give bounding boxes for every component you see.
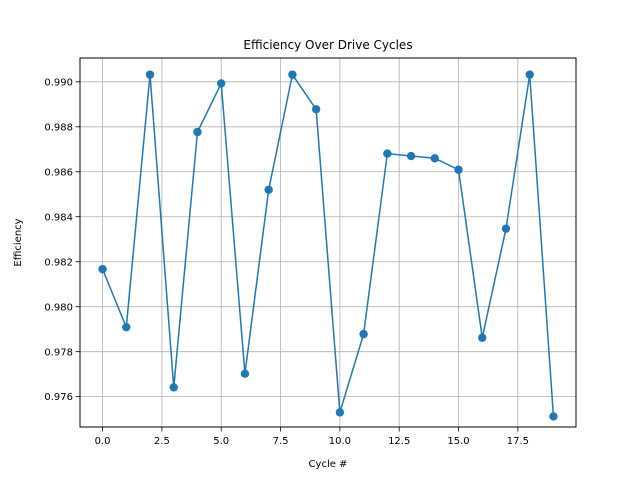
y-axis: 0.976 0.978 0.980 0.982 0.984 0.986 0.988 0.990 — [44, 77, 80, 403]
data-point — [406, 151, 416, 161]
data-point — [311, 105, 321, 114]
data-point — [98, 264, 107, 274]
data-point — [145, 70, 155, 79]
data-point — [430, 154, 439, 163]
y-tick-label: 0.982 — [44, 257, 73, 268]
data-point — [383, 149, 392, 158]
x-tick-label: 7.5 — [273, 436, 289, 447]
data-point — [501, 224, 511, 233]
data-point — [169, 383, 178, 392]
data-point — [454, 165, 463, 174]
data-point — [240, 369, 250, 378]
x-tick-label: 10.0 — [329, 436, 351, 447]
data-point — [359, 329, 368, 339]
data-point — [264, 185, 273, 194]
chart-title: Efficiency Over Drive Cycles — [243, 38, 412, 52]
data-point — [193, 127, 202, 137]
series-layer — [98, 70, 558, 421]
x-tick-label: 17.5 — [507, 436, 529, 447]
y-tick-label: 0.990 — [44, 77, 73, 88]
data-point — [288, 70, 297, 79]
data-point — [335, 408, 345, 417]
data-point — [549, 412, 558, 421]
y-tick-label: 0.980 — [44, 302, 73, 313]
x-axis: 0.0 2.5 5.0 7.5 10.0 12.5 15.0 17.5 — [95, 427, 529, 447]
y-tick-label: 0.988 — [44, 122, 73, 133]
x-tick-label: 2.5 — [154, 436, 170, 447]
data-point — [122, 322, 131, 332]
grid — [80, 58, 576, 427]
data-point — [478, 333, 487, 342]
x-tick-label: 0.0 — [95, 436, 111, 447]
plot-frame — [79, 57, 577, 428]
y-tick-label: 0.978 — [44, 347, 73, 358]
x-tick-label: 5.0 — [213, 436, 229, 447]
x-axis-label: Cycle # — [309, 459, 348, 470]
y-tick-label: 0.976 — [44, 392, 73, 403]
y-axis-label: Efficiency — [13, 218, 24, 266]
data-point — [525, 70, 534, 79]
series-line — [101, 73, 555, 417]
y-tick-label: 0.986 — [44, 167, 73, 178]
x-tick-label: 12.5 — [388, 436, 410, 447]
y-tick-label: 0.984 — [44, 212, 73, 223]
x-tick-label: 15.0 — [447, 436, 469, 447]
data-point — [217, 79, 226, 88]
